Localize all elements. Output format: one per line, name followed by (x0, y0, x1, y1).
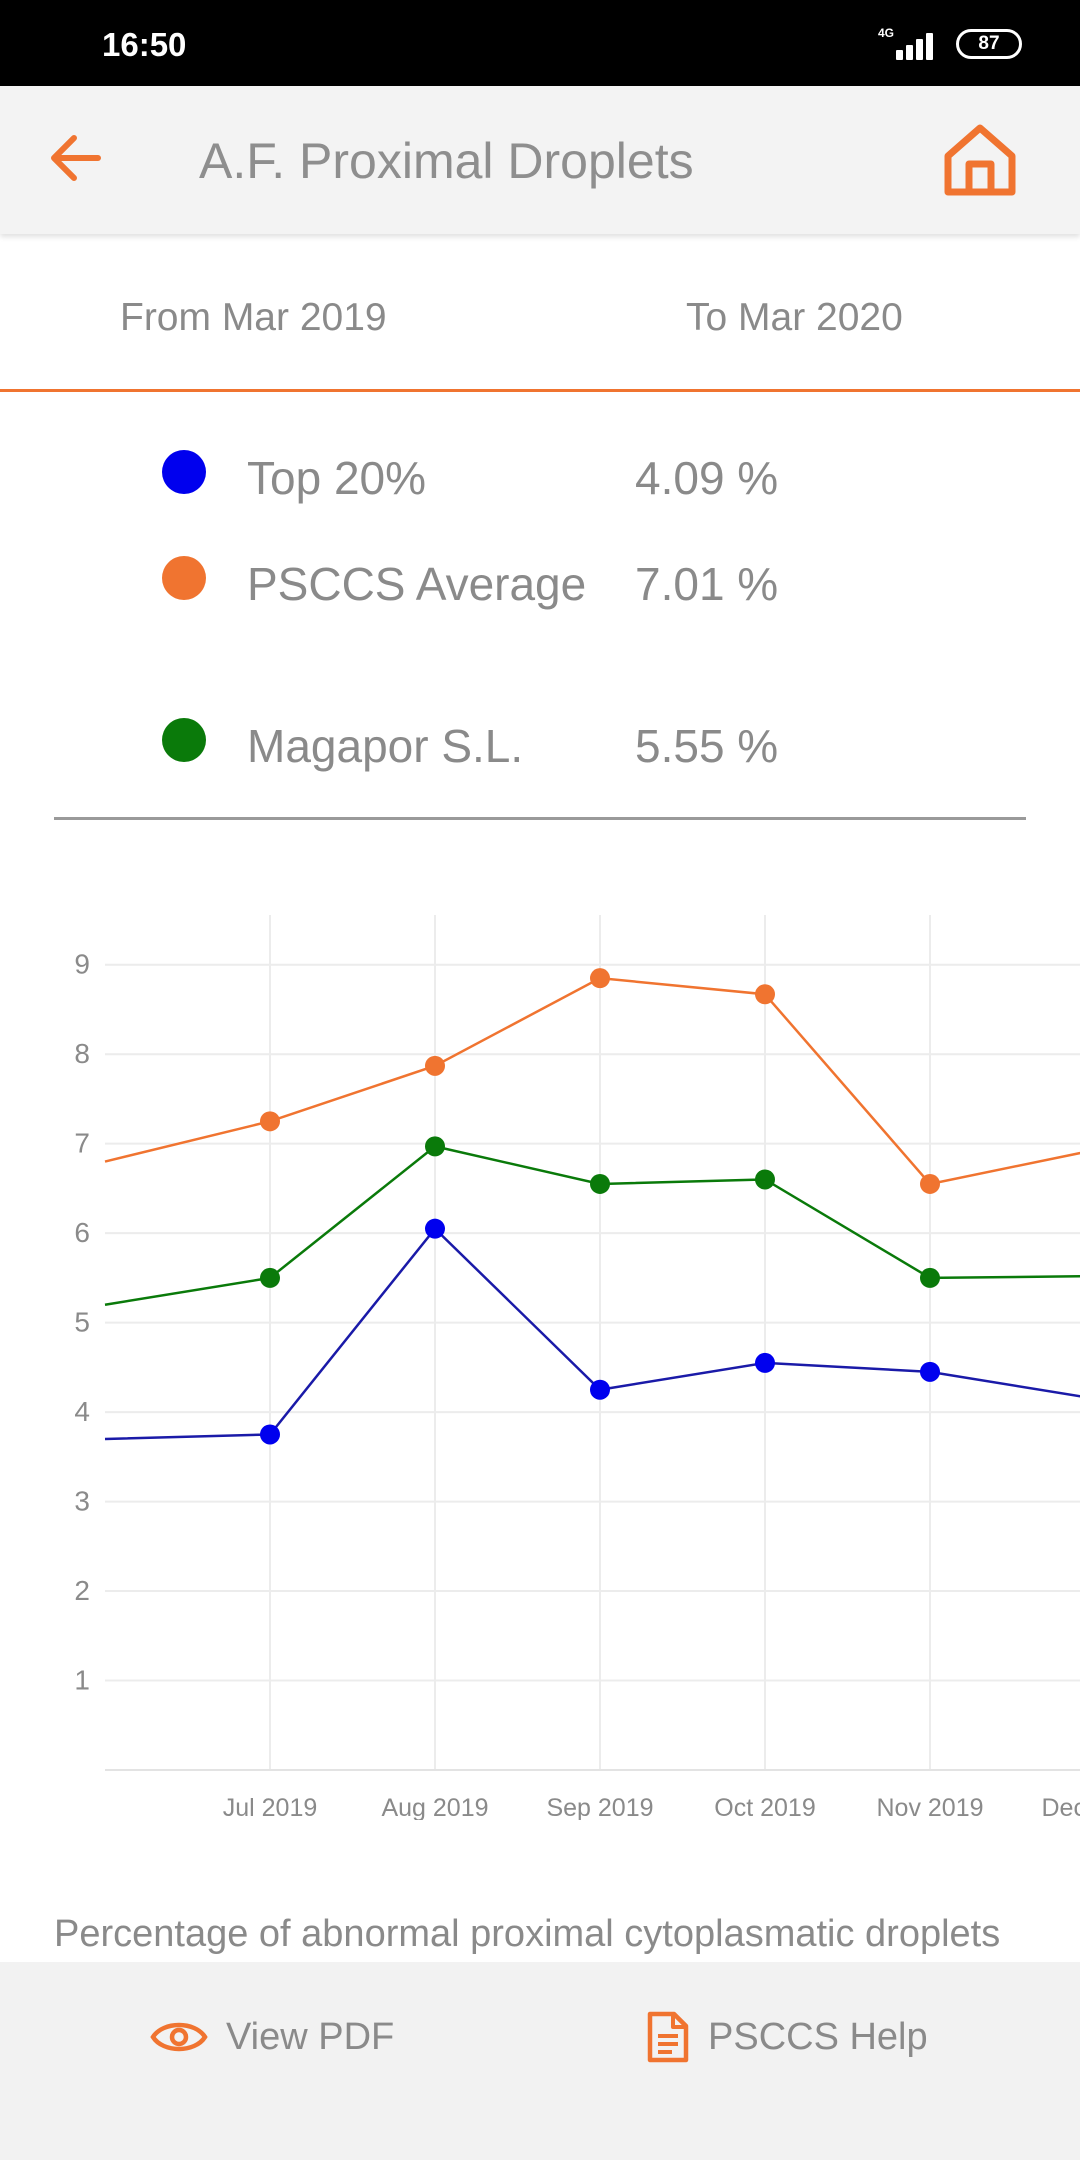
legend-name: Magapor S.L. (247, 720, 524, 772)
x-tick-label: Oct 2019 (714, 1794, 815, 1820)
eye-icon (150, 2022, 208, 2052)
y-tick-label: 2 (74, 1575, 90, 1606)
status-icons: 4G 87 (878, 26, 1022, 62)
y-tick-label: 4 (74, 1396, 90, 1427)
legend-name: Top 20% (247, 452, 427, 504)
view-pdf-label: View PDF (226, 2015, 395, 2058)
status-time: 16:50 (102, 26, 187, 63)
y-tick-label: 7 (74, 1128, 90, 1159)
x-tick-label: Jul 2019 (223, 1794, 318, 1820)
data-point (260, 1267, 280, 1288)
series-line (104, 976, 1080, 1186)
view-pdf-button[interactable]: View PDF (150, 2002, 394, 2072)
data-point (920, 1173, 940, 1194)
x-tick-label: Aug 2019 (381, 1794, 488, 1820)
data-point (920, 1267, 940, 1288)
series-line (104, 1226, 1080, 1441)
x-tick-label: Dec 2019 (1041, 1794, 1080, 1820)
data-point (920, 1361, 940, 1382)
signal-icon: 4G (878, 26, 938, 60)
help-button[interactable]: PSCCS Help (646, 2002, 928, 2072)
back-button[interactable] (44, 126, 108, 190)
data-point (260, 1111, 280, 1132)
data-point (590, 968, 610, 989)
battery-level: 87 (978, 33, 1000, 54)
status-bar: 16:50 4G 87 (0, 0, 1080, 86)
range-from[interactable]: From Mar 2019 (120, 296, 387, 339)
range-to[interactable]: To Mar 2020 (686, 296, 903, 339)
data-point (425, 1136, 445, 1157)
data-point (755, 1352, 775, 1373)
legend-dot-icon (162, 556, 206, 600)
divider (54, 817, 1026, 820)
document-icon (647, 2011, 689, 2063)
home-button[interactable] (940, 120, 1020, 200)
help-label: PSCCS Help (708, 2015, 928, 2058)
legend-value: 5.55 % (635, 720, 779, 772)
chart-canvas: 1 2 3 4 5 6 7 8 9 Jul 2019 Aug 2019 Sep 2019 Oct 201… (74, 915, 1080, 1822)
data-point (260, 1424, 280, 1445)
x-tick-label: Sep 2019 (546, 1794, 653, 1820)
data-point (425, 1055, 445, 1076)
legend-value: 4.09 % (635, 452, 779, 504)
legend-dot-icon (162, 450, 206, 494)
chart-description: Percentage of abnormal proximal cytoplas… (54, 1913, 1001, 1955)
line-chart[interactable]: 1 2 3 4 5 6 7 8 9 Jul 2019 Aug 2019 Sep 2019 Oct 201… (0, 900, 1080, 1822)
data-point (755, 984, 775, 1005)
x-tick-label: Nov 2019 (876, 1794, 983, 1820)
y-tick-label: 5 (74, 1307, 90, 1338)
legend-name: PSCCS Average (247, 558, 587, 610)
data-point (425, 1218, 445, 1239)
y-tick-label: 1 (74, 1665, 90, 1696)
series-line (104, 1145, 1080, 1306)
page-title: A.F. Proximal Droplets (199, 133, 694, 189)
battery-icon: 87 (956, 29, 1022, 59)
data-point (755, 1169, 775, 1190)
app-bar: A.F. Proximal Droplets (0, 86, 1080, 234)
y-tick-label: 9 (74, 949, 90, 980)
data-point (590, 1173, 610, 1194)
legend-value: 7.01 % (635, 558, 779, 610)
arrow-left-icon (51, 135, 101, 181)
y-tick-label: 8 (74, 1038, 90, 1069)
y-tick-label: 3 (74, 1486, 90, 1517)
legend-dot-icon (162, 718, 206, 762)
date-range: From Mar 2019 To Mar 2020 (0, 234, 1080, 392)
data-point (590, 1379, 610, 1400)
bottom-bar: View PDF PSCCS Help (0, 1962, 1080, 2160)
y-tick-label: 6 (74, 1217, 90, 1248)
network-type: 4G (878, 26, 895, 40)
home-icon (944, 124, 1016, 196)
